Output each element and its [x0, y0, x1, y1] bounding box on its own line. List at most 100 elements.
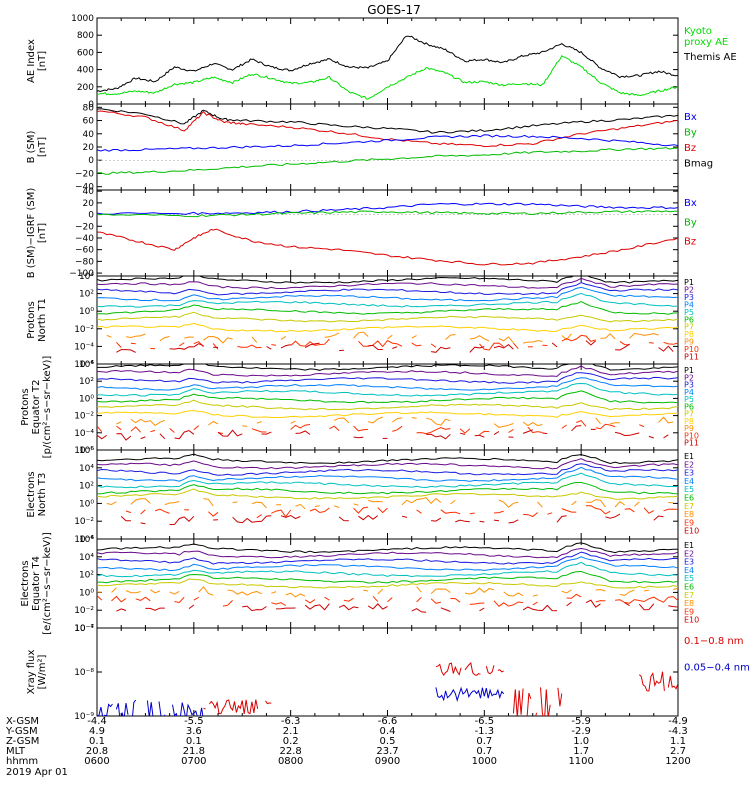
channel-line [522, 421, 543, 427]
channel-line [615, 596, 678, 604]
x-axis-row-value: 3.6 [186, 726, 202, 737]
channel-line [111, 595, 127, 603]
channel-line [242, 605, 267, 612]
legend-entry: P7 [684, 410, 694, 419]
channel-line [280, 344, 291, 349]
legend-entry: Kyoto [684, 26, 712, 37]
channel-line [353, 425, 369, 432]
x-axis-row-value: 0.7 [476, 746, 492, 757]
channel-line [547, 512, 553, 515]
series-line [97, 202, 678, 215]
legend-entry: E10 [684, 527, 699, 536]
y-axis-label: Electrons Equator T4 [e/(cm²−s−sr−keV)] [20, 532, 53, 635]
legend-entry: P9 [684, 338, 694, 347]
channel-line [159, 433, 166, 440]
channel-line [624, 602, 630, 607]
x-axis-row-value: -1.3 [475, 726, 495, 737]
panel-frame [96, 189, 679, 277]
y-axis-label-line: North T1 [37, 298, 48, 342]
channel-line [290, 424, 311, 430]
y-axis-label-line: AE Index [26, 39, 37, 83]
channel-line [280, 514, 301, 520]
channel-line [479, 607, 485, 612]
xray-line [535, 712, 538, 716]
channel-line [97, 458, 678, 470]
channel-line [537, 501, 543, 508]
channel-line [440, 607, 451, 612]
x-axis-row-value: 0.2 [283, 736, 299, 747]
channel-line [97, 595, 103, 601]
x-axis-row-value: 0.1 [186, 736, 202, 747]
y-axis-label-line: Equator T2 [31, 380, 42, 435]
channel-line [387, 597, 393, 603]
legend-entry: P3 [684, 293, 694, 302]
channel-line [222, 600, 233, 607]
channel-line [595, 423, 616, 430]
legend-entry: E9 [684, 607, 694, 616]
x-axis-row-value: 22.8 [280, 746, 302, 757]
panel-pn: 10⁻⁶ 10⁻⁴ 10⁻² 10⁰ 10² 10⁴ Protons North T1 P1P2… [26, 272, 699, 370]
xray-line [557, 687, 563, 707]
panel-ae: 0 200 400 600 800 1000 AE Index [nT] Kyotoproxy … [26, 14, 737, 110]
xray-line [638, 671, 665, 692]
legend-entry: Bx [684, 112, 697, 123]
channel-line [97, 570, 678, 584]
y-tick-label: 10⁶ [79, 446, 94, 456]
y-tick-label: 10⁰ [79, 307, 94, 317]
channel-line [522, 604, 558, 612]
channel-line [469, 512, 475, 515]
y-tick-label: −40 [75, 234, 94, 244]
y-axis-label-line: [nT] [37, 51, 48, 71]
channel-line [120, 516, 131, 522]
y-axis-label: B (SM)−IGRF (SM) [nT] [26, 188, 48, 279]
x-axis-row-label: hhmm [6, 756, 38, 767]
y-tick-label: 0 [88, 100, 94, 110]
y-tick-label: −40 [75, 183, 94, 193]
channel-line [523, 512, 538, 518]
channel-line [338, 604, 359, 611]
channel-line [658, 345, 674, 352]
x-axis-row-value: 0.5 [380, 736, 396, 747]
channel-line [353, 503, 359, 506]
channel-line [271, 344, 277, 346]
legend-entry: E6 [684, 494, 694, 503]
panel-frame [96, 275, 679, 365]
y-tick-label: 80 [83, 103, 95, 113]
channel-line [430, 588, 451, 595]
x-axis-row-value: -2.9 [571, 726, 591, 737]
legend-entry: P9 [684, 424, 694, 433]
channel-line [266, 346, 272, 350]
channel-line [106, 334, 112, 338]
channel-line [363, 589, 369, 592]
y-axis-label-line: Protons [26, 301, 37, 338]
y-tick-label: 0 [88, 211, 94, 221]
y-axis-label-line: Xray flux [26, 650, 37, 695]
data-layer [97, 35, 678, 100]
channel-line [329, 425, 340, 431]
data-layer [97, 542, 678, 613]
y-tick-label: 10⁻⁹ [74, 712, 94, 722]
legend-entry: P10 [684, 345, 699, 354]
legend-entry: P2 [684, 373, 694, 382]
channel-line [658, 416, 674, 424]
x-axis-row-value: 0.7 [476, 736, 492, 747]
channel-line [314, 505, 320, 507]
channel-line [571, 500, 577, 506]
channel-line [430, 343, 437, 348]
channel-line [97, 390, 678, 404]
series-line [97, 210, 678, 218]
legend-entry: Bz [684, 143, 696, 154]
legend-entry: Bmag [684, 158, 713, 169]
channel-line [116, 341, 122, 348]
channel-line [455, 519, 470, 523]
y-tick-label: −80 [75, 257, 94, 267]
channel-line [324, 332, 340, 338]
channel-line [493, 343, 514, 350]
panel-xray: 10⁻⁹ 10⁻⁸ 10⁻⁷ Xray flux [W/m²] 0.1−0.8 nm 0.0… [26, 624, 750, 722]
channel-line [648, 342, 654, 344]
channel-line [561, 424, 567, 429]
panel-frame [96, 627, 679, 717]
series-line [97, 134, 678, 152]
panel-bsm: −40 −20 0 20 40 60 80 B (SM) [nT] Bx By Bz Bmag [26, 103, 713, 192]
channel-line [619, 589, 635, 596]
